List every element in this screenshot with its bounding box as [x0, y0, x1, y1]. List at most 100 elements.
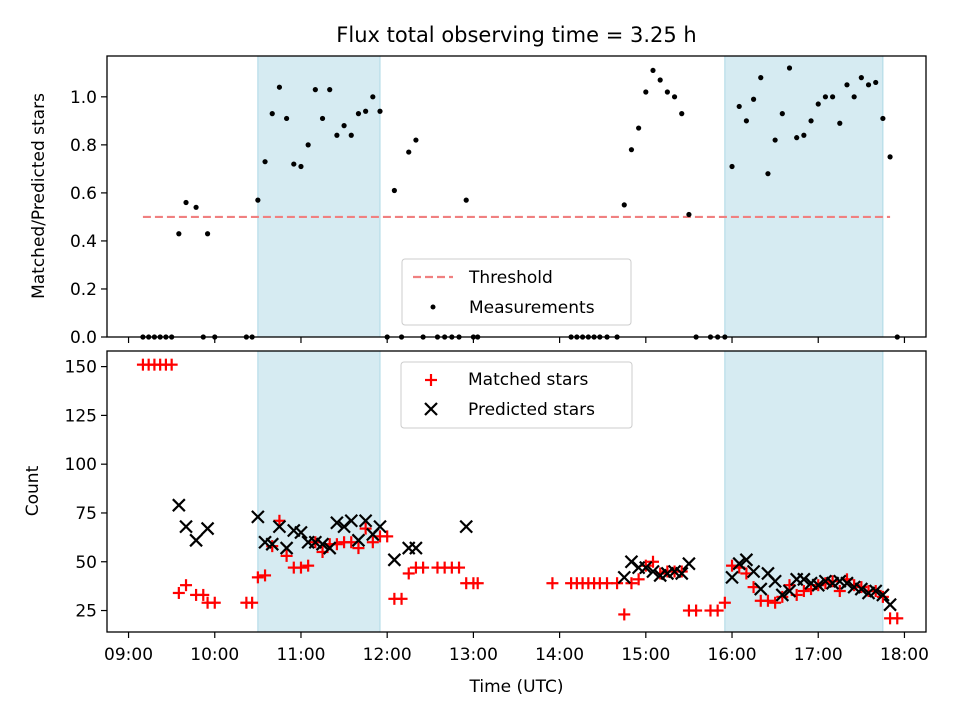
predicted-star-marker — [797, 572, 811, 587]
matched-star-marker — [833, 585, 846, 598]
bottom-x-ticks: 09:00 10:00 11:00 12:00 13:00 14:00 15:00 16:00… — [104, 632, 929, 665]
predicted-star-marker — [387, 553, 402, 567]
x-tick-label: 17:00 — [794, 645, 843, 665]
predicted-star-marker — [179, 519, 193, 534]
measurement-point — [377, 108, 383, 114]
top-y-axis-label: Matched/Predicted stars — [29, 93, 49, 299]
bottom-y-ticks: 25 50 75 100 125 150 — [65, 358, 107, 622]
matched-star-marker — [761, 594, 774, 607]
bottom-legend-box — [400, 361, 633, 429]
predicted-star-marker — [617, 570, 632, 585]
measurement-point — [650, 67, 656, 74]
y-tick-label: 0.0 — [70, 328, 97, 348]
predicted-star-marker — [322, 541, 337, 555]
measurement-point — [815, 101, 821, 107]
top-x-ticks — [127, 337, 906, 343]
measurement-point — [736, 103, 742, 110]
measurement-point — [858, 75, 864, 81]
shaded-interval — [257, 350, 381, 633]
measurement-point — [363, 108, 369, 114]
predicted-star-marker — [646, 564, 660, 579]
top-y-ticks: 0.0 0.2 0.4 0.6 0.8 1.0 — [70, 88, 107, 348]
shaded-interval — [257, 55, 381, 338]
predicted-stars-points — [172, 498, 897, 612]
measurement-point — [628, 147, 635, 153]
measurement-point — [636, 125, 642, 131]
top-panel: 0.0 0.2 0.4 0.6 0.8 1.0 Matched/Predicted sta… — [29, 55, 927, 348]
matched-star-marker — [197, 588, 210, 601]
measurement-point — [176, 231, 182, 237]
measurement-point — [269, 111, 275, 117]
predicted-star-marker — [746, 564, 761, 579]
measurement-point — [844, 82, 850, 88]
measurement-point — [391, 187, 397, 194]
matched-star-marker — [352, 542, 365, 555]
matched-star-marker — [294, 561, 307, 574]
matched-star-marker — [453, 561, 466, 574]
y-tick-label: 1.0 — [70, 88, 97, 108]
matched-star-marker — [618, 608, 631, 621]
y-tick-label: 125 — [65, 406, 97, 426]
predicted-star-marker — [294, 525, 308, 540]
predicted-star-marker — [775, 588, 790, 602]
predicted-star-marker — [351, 533, 366, 548]
matched-star-marker — [402, 567, 415, 580]
measurement-point — [255, 197, 261, 203]
measurement-point — [334, 132, 340, 138]
matched-star-marker — [251, 571, 264, 584]
measurement-point — [327, 87, 333, 93]
matched-star-marker — [395, 592, 408, 605]
predicted-star-marker — [732, 556, 746, 571]
measurement-point — [291, 161, 297, 167]
predicted-star-marker — [265, 537, 280, 551]
y-tick-label: 150 — [65, 358, 97, 378]
x-tick-label: 12:00 — [363, 645, 412, 665]
matched-star-marker — [769, 596, 782, 609]
matched-star-marker — [876, 590, 889, 603]
matched-star-marker — [246, 596, 259, 609]
measurement-point — [193, 204, 199, 210]
y-tick-label: 0.4 — [70, 232, 97, 252]
measurement-point — [686, 211, 692, 218]
legend-measurements-swatch — [430, 304, 436, 310]
predicted-star-marker — [172, 498, 186, 512]
y-tick-label: 0.6 — [70, 184, 97, 204]
top-legend: Threshold Measurements — [401, 258, 632, 326]
measurement-point — [262, 159, 268, 165]
predicted-star-marker — [782, 584, 797, 598]
predicted-star-marker — [739, 553, 754, 567]
measurement-point — [664, 89, 670, 95]
x-tick-label: 18:00 — [880, 645, 929, 665]
measurement-point — [822, 94, 829, 100]
matched-star-marker — [783, 579, 796, 592]
predicted-star-marker — [409, 541, 423, 555]
y-tick-label: 100 — [65, 455, 97, 475]
y-tick-label: 75 — [75, 504, 97, 524]
measurement-point — [370, 94, 376, 100]
y-tick-label: 0.2 — [70, 280, 97, 300]
predicted-star-marker — [725, 570, 739, 585]
y-tick-label: 50 — [75, 553, 97, 573]
measurement-point — [729, 163, 735, 170]
matched-star-marker — [632, 573, 645, 586]
measurement-point — [887, 154, 893, 160]
predicted-star-marker — [883, 597, 897, 612]
top-legend-box — [401, 258, 632, 326]
predicted-star-marker — [876, 588, 890, 602]
measurement-point — [341, 123, 347, 129]
matched-star-marker — [546, 577, 559, 590]
measurement-point — [319, 115, 326, 122]
matched-star-marker — [690, 604, 703, 617]
measurement-point — [880, 115, 886, 122]
bottom-legend: Matched stars Predicted stars — [400, 361, 633, 429]
matched-stars-points — [136, 358, 904, 625]
predicted-star-marker — [315, 537, 330, 551]
predicted-star-marker — [682, 556, 696, 571]
predicted-star-marker — [330, 515, 344, 530]
measurement-point — [837, 120, 843, 126]
matched-star-marker — [826, 575, 839, 588]
matched-star-marker — [891, 612, 904, 625]
predicted-star-marker — [868, 584, 883, 598]
measurement-point — [406, 149, 412, 155]
